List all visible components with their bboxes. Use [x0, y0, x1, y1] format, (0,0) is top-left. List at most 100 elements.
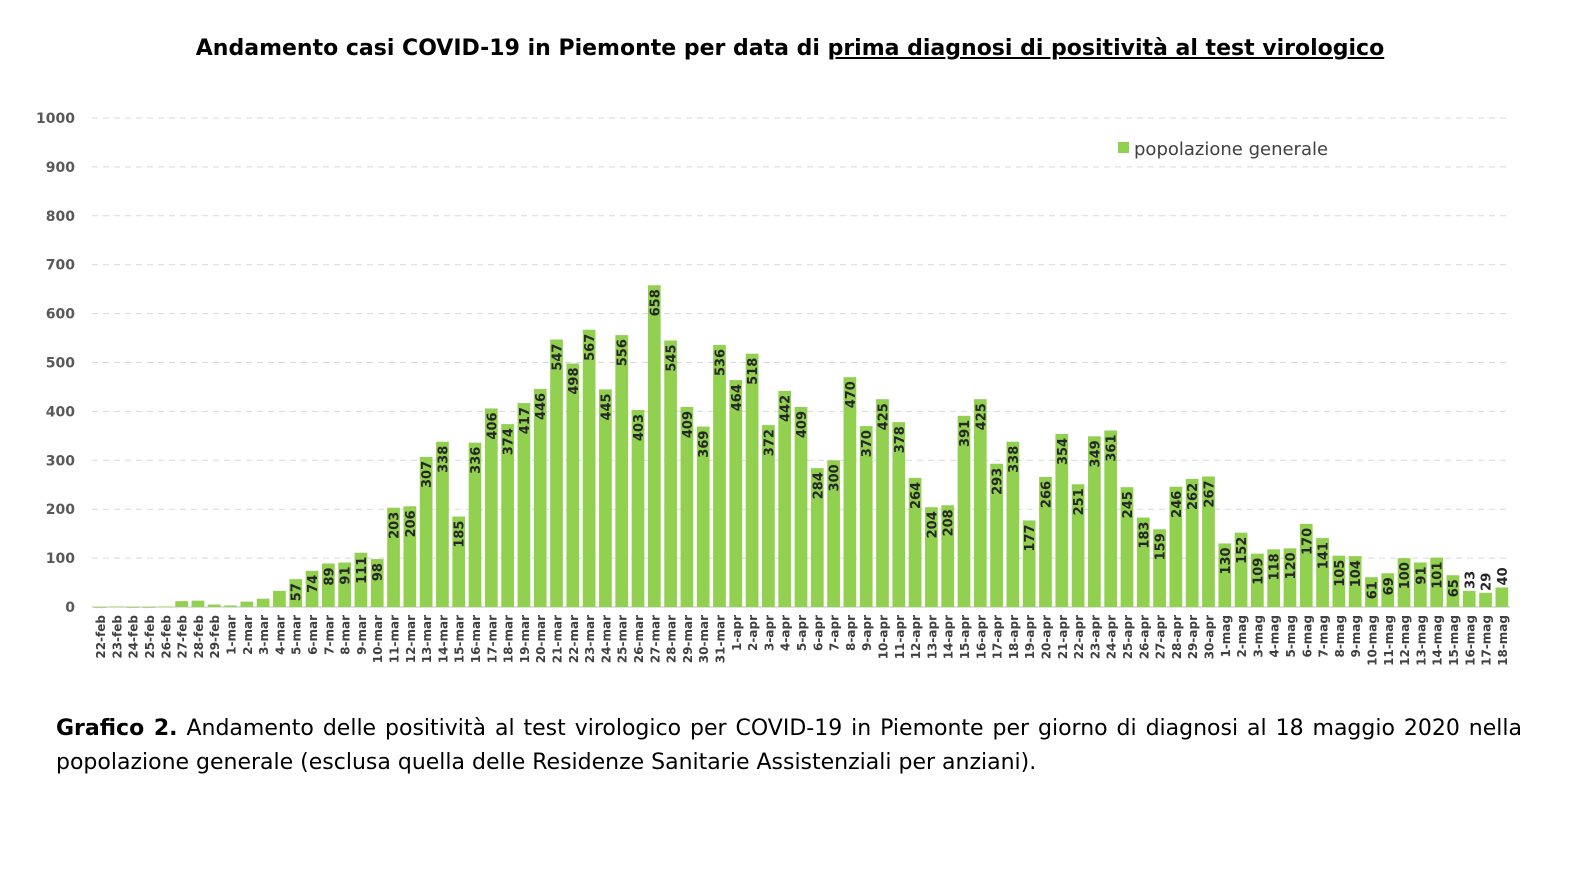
- x-tick-label: 21-apr: [1056, 615, 1070, 659]
- bar: [1430, 557, 1444, 607]
- bar: [110, 606, 123, 608]
- data-label: 69: [1382, 577, 1397, 595]
- title-underlined-text: prima diagnosi di positività al test vir…: [827, 36, 1385, 61]
- x-tick-label: 11-mag: [1382, 615, 1396, 666]
- x-tick-label: 29-mar: [681, 615, 695, 663]
- bar: [1218, 543, 1232, 607]
- bar: [1153, 529, 1166, 607]
- bar: [810, 468, 824, 607]
- data-label: 267: [1202, 480, 1217, 507]
- data-label: 374: [502, 428, 517, 455]
- data-label: 370: [860, 430, 875, 457]
- caption-label: Grafico 2.: [56, 716, 178, 741]
- x-tick-label: 26-feb: [159, 615, 173, 659]
- bar: [1006, 441, 1020, 607]
- title-text: Andamento casi COVID-19 in Piemonte per …: [195, 36, 828, 61]
- data-label: 446: [534, 393, 549, 420]
- bar: [419, 456, 433, 607]
- bar: [794, 406, 808, 607]
- x-tick-label: 15-mag: [1447, 615, 1461, 666]
- y-tick-label: 400: [46, 404, 75, 420]
- x-tick-label: 18-mag: [1496, 615, 1510, 666]
- x-tick-label: 7-mar: [322, 615, 336, 655]
- bar: [925, 507, 938, 607]
- data-label: 417: [518, 407, 533, 434]
- data-label: 159: [1154, 533, 1169, 560]
- y-tick-label: 100: [46, 551, 75, 567]
- x-tick-label: 25-feb: [143, 615, 157, 659]
- y-tick-label: 900: [46, 160, 75, 176]
- bar: [370, 559, 384, 607]
- bar: [664, 340, 677, 607]
- data-label: 98: [371, 563, 386, 581]
- data-label: 183: [1137, 522, 1152, 549]
- bar: [990, 463, 1003, 607]
- bar: [827, 460, 840, 607]
- legend-label: popolazione generale: [1134, 139, 1328, 160]
- data-label: 61: [1365, 581, 1380, 599]
- x-tick-label: 10-mar: [371, 615, 385, 663]
- bar: [338, 562, 351, 607]
- x-tick-label: 15-apr: [958, 615, 972, 659]
- x-tick-label: 9-mar: [355, 615, 369, 655]
- x-tick-label: 5-apr: [795, 615, 809, 651]
- bar: [1267, 549, 1281, 607]
- data-label: 101: [1431, 562, 1446, 589]
- bar: [1039, 476, 1052, 607]
- data-label: 264: [909, 482, 924, 509]
- bar: [566, 363, 580, 607]
- data-label: 378: [893, 426, 908, 453]
- bar: [158, 606, 172, 608]
- data-label: 425: [876, 403, 891, 430]
- data-label: 89: [322, 567, 337, 585]
- data-label: 185: [453, 521, 468, 548]
- bar: [403, 506, 417, 607]
- x-tick-label: 20-mar: [534, 615, 548, 663]
- bar: [1397, 558, 1411, 607]
- x-tick-label: 28-apr: [1170, 615, 1184, 659]
- bar: [778, 390, 792, 607]
- x-tick-label: 14-mag: [1431, 615, 1445, 666]
- x-tick-label: 6-mar: [306, 615, 320, 655]
- data-label: 74: [306, 575, 321, 593]
- data-label: 91: [1414, 567, 1429, 585]
- bar: [1251, 553, 1264, 607]
- data-label: 406: [485, 412, 500, 439]
- x-tick-label: 16-apr: [974, 615, 988, 659]
- bar: [1413, 562, 1427, 607]
- bar: [1446, 575, 1460, 607]
- x-tick-label: 28-feb: [192, 615, 206, 659]
- y-tick-label: 600: [46, 307, 75, 323]
- bar: [1169, 486, 1183, 607]
- x-tick-label: 24-mar: [599, 615, 613, 663]
- x-tick-label: 17-mag: [1480, 615, 1494, 666]
- x-tick-label: 22-feb: [94, 615, 108, 659]
- x-tick-label: 11-apr: [893, 615, 907, 659]
- bar: [1234, 532, 1248, 607]
- bar: [1299, 523, 1313, 607]
- bar: [745, 353, 759, 607]
- x-tick-label: 6-mag: [1300, 615, 1314, 658]
- y-tick-label: 1000: [36, 111, 75, 127]
- x-tick-label: 12-mar: [404, 615, 418, 663]
- bar: [957, 415, 971, 607]
- bar: [876, 399, 889, 607]
- x-tick-label: 29-feb: [208, 615, 222, 659]
- x-tick-label: 3-mar: [257, 615, 271, 655]
- x-tick-label: 21-mar: [551, 615, 565, 663]
- x-tick-label: 23-feb: [110, 615, 124, 659]
- data-label: 409: [681, 411, 696, 438]
- y-tick-label: 200: [46, 502, 75, 518]
- caption-text: Andamento delle positività al test virol…: [56, 716, 1522, 775]
- x-tick-label: 17-mar: [485, 615, 499, 663]
- x-tick-label: 15-mar: [453, 615, 467, 663]
- bar: [175, 601, 189, 607]
- x-tick-label: 26-apr: [1137, 615, 1151, 659]
- y-tick-label: 700: [46, 258, 75, 274]
- data-label: 251: [1072, 488, 1087, 515]
- x-tick-label: 16-mag: [1463, 615, 1477, 666]
- data-label: 120: [1284, 552, 1299, 579]
- data-label: 293: [991, 468, 1006, 495]
- data-label: 556: [616, 339, 631, 366]
- x-tick-label: 30-apr: [1202, 615, 1216, 659]
